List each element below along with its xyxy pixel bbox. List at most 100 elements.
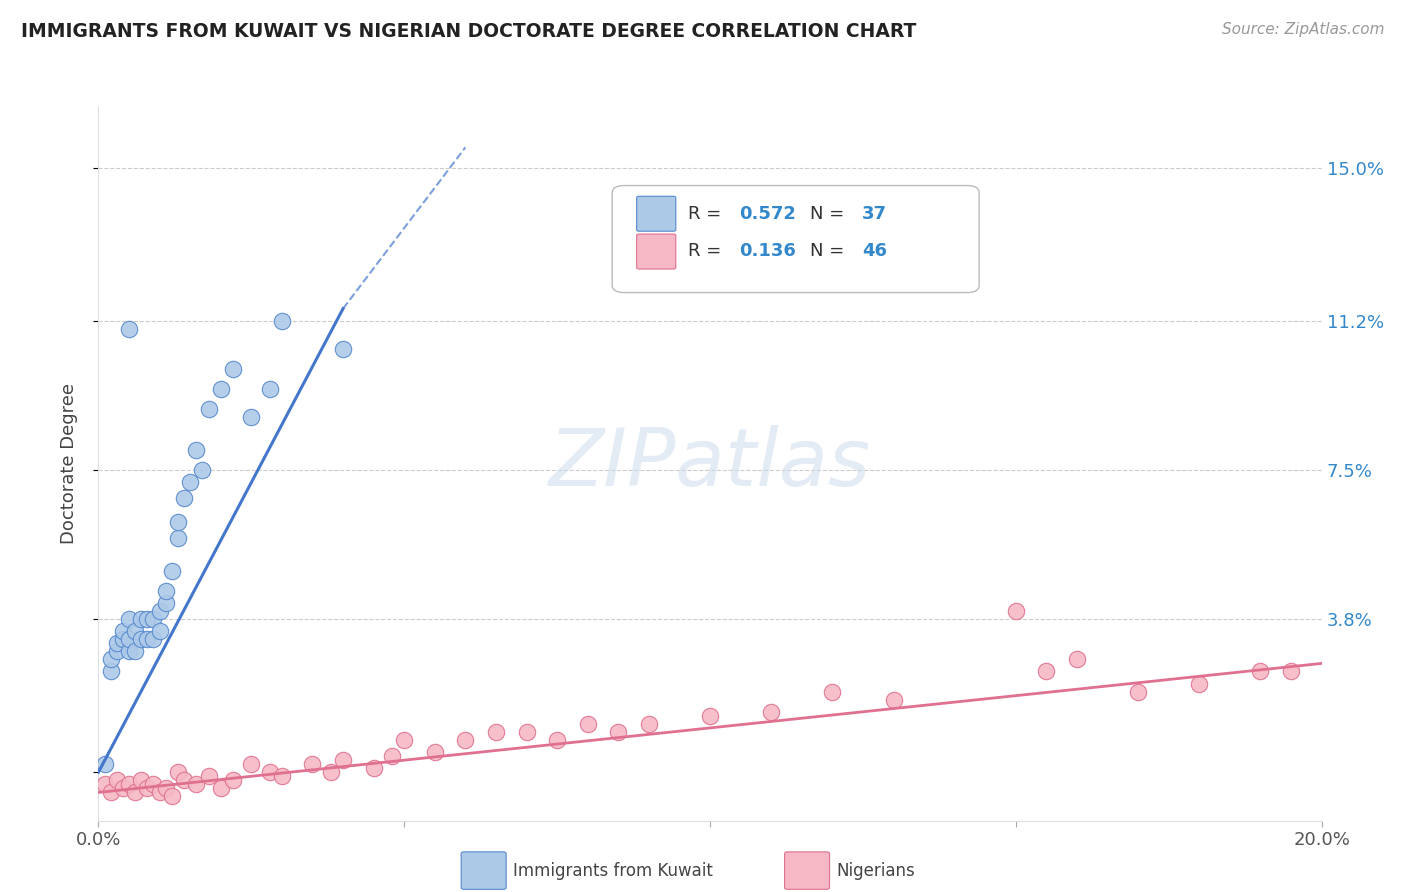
Point <box>118 322 141 336</box>
Point <box>186 442 208 457</box>
Text: Immigrants from Kuwait: Immigrants from Kuwait <box>513 862 713 880</box>
Point <box>129 773 152 788</box>
Point <box>1035 665 1057 679</box>
Point <box>155 781 177 796</box>
Point <box>100 652 122 666</box>
Point <box>759 705 782 719</box>
Point <box>105 773 128 788</box>
Point <box>546 733 568 747</box>
Point <box>222 773 245 788</box>
Text: 37: 37 <box>862 205 887 223</box>
Point <box>124 624 146 639</box>
Point <box>173 491 195 505</box>
Point <box>270 314 292 328</box>
Point <box>209 781 232 796</box>
Point <box>136 612 159 626</box>
FancyBboxPatch shape <box>637 196 676 231</box>
Point <box>105 644 128 658</box>
Point <box>332 753 354 767</box>
Point <box>155 596 177 610</box>
Point <box>1004 604 1026 618</box>
Point <box>149 624 172 639</box>
Point <box>155 583 177 598</box>
Point <box>607 725 630 739</box>
Point <box>160 564 183 578</box>
Text: R =: R = <box>688 205 727 223</box>
Point <box>111 781 134 796</box>
Point <box>124 644 146 658</box>
Point <box>516 725 538 739</box>
Point <box>363 761 385 775</box>
Point <box>332 342 354 356</box>
Point <box>118 777 141 791</box>
Point <box>821 684 844 698</box>
Point <box>118 612 141 626</box>
Point <box>423 745 446 759</box>
Point <box>142 777 165 791</box>
Point <box>111 624 134 639</box>
Point <box>129 612 152 626</box>
Text: 0.136: 0.136 <box>740 243 796 260</box>
Point <box>1128 684 1150 698</box>
Point <box>1188 676 1211 690</box>
Point <box>1279 665 1302 679</box>
Text: N =: N = <box>810 243 851 260</box>
Point <box>149 785 172 799</box>
Point <box>381 749 404 764</box>
Point <box>93 757 115 772</box>
Y-axis label: Doctorate Degree: Doctorate Degree <box>59 384 77 544</box>
Point <box>167 765 190 780</box>
Text: ZIPatlas: ZIPatlas <box>548 425 872 503</box>
Point <box>136 632 159 647</box>
Point <box>454 733 477 747</box>
Point <box>100 785 122 799</box>
Point <box>149 604 172 618</box>
Point <box>100 665 122 679</box>
FancyBboxPatch shape <box>612 186 979 293</box>
Point <box>197 402 219 417</box>
Point <box>197 769 219 783</box>
Text: 0.572: 0.572 <box>740 205 796 223</box>
Text: N =: N = <box>810 205 851 223</box>
Text: IMMIGRANTS FROM KUWAIT VS NIGERIAN DOCTORATE DEGREE CORRELATION CHART: IMMIGRANTS FROM KUWAIT VS NIGERIAN DOCTO… <box>21 22 917 41</box>
Point <box>167 532 190 546</box>
Point <box>105 636 128 650</box>
Point <box>1249 665 1271 679</box>
Point <box>93 777 115 791</box>
Point <box>270 769 292 783</box>
Point <box>167 516 190 530</box>
Text: Source: ZipAtlas.com: Source: ZipAtlas.com <box>1222 22 1385 37</box>
Point <box>173 773 195 788</box>
Point <box>124 785 146 799</box>
Point <box>1066 652 1088 666</box>
Point <box>209 382 232 396</box>
Point <box>240 410 263 425</box>
Point <box>392 733 416 747</box>
Point <box>259 765 281 780</box>
Point <box>191 463 214 477</box>
Point <box>142 632 165 647</box>
Point <box>883 692 905 706</box>
FancyBboxPatch shape <box>637 234 676 269</box>
Point <box>485 725 508 739</box>
Point <box>222 362 245 376</box>
Point <box>136 781 159 796</box>
Point <box>142 612 165 626</box>
Point <box>319 765 342 780</box>
Point <box>576 717 599 731</box>
Point <box>179 475 201 489</box>
Point <box>259 382 281 396</box>
Text: R =: R = <box>688 243 727 260</box>
Text: 46: 46 <box>862 243 887 260</box>
Point <box>118 644 141 658</box>
Point <box>111 632 134 647</box>
Point <box>118 632 141 647</box>
Point <box>240 757 263 772</box>
Point <box>160 789 183 804</box>
Point <box>699 708 721 723</box>
Point <box>186 777 208 791</box>
Text: Nigerians: Nigerians <box>837 862 915 880</box>
Point <box>301 757 323 772</box>
Point <box>129 632 152 647</box>
Point <box>637 717 661 731</box>
